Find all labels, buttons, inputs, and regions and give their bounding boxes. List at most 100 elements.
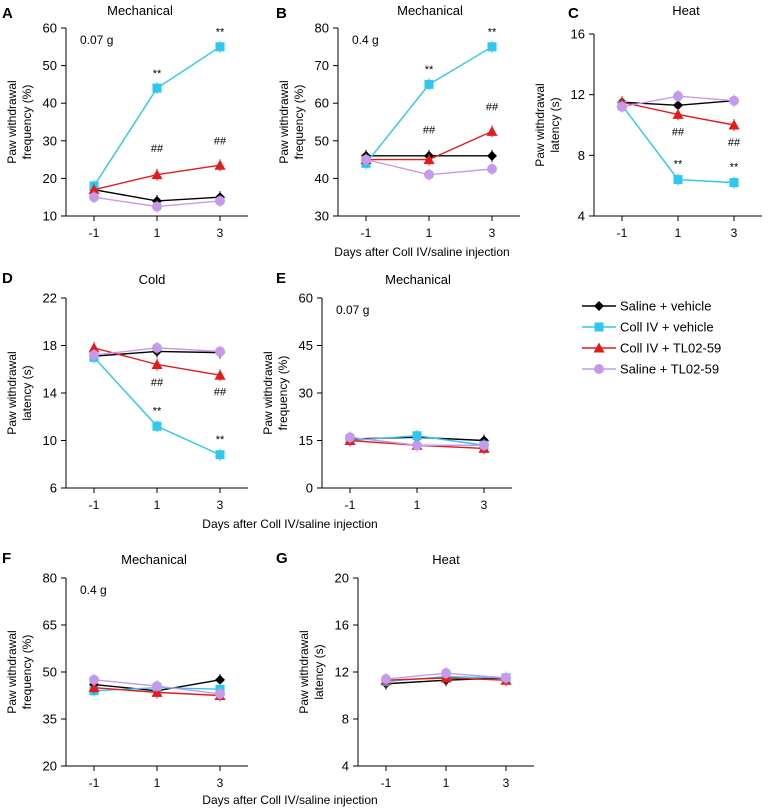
inset-label: 0.07 g xyxy=(336,303,369,317)
y-tick-label: 15 xyxy=(299,433,313,448)
data-point xyxy=(88,342,100,353)
y-axis-label: Paw withdrawalfrequency (%) xyxy=(5,630,34,713)
inset-label: 0.4 g xyxy=(352,33,379,47)
y-tick-label: 16 xyxy=(335,618,349,633)
data-point xyxy=(729,95,739,106)
series-circle xyxy=(345,431,489,452)
panel-letter: F xyxy=(2,550,11,567)
data-point xyxy=(487,150,497,161)
y-tick-label: 65 xyxy=(43,618,57,633)
data-point xyxy=(501,672,511,683)
y-tick-label: 10 xyxy=(43,433,57,448)
x-axis-label-mid: Days after Coll IV/saline injection xyxy=(202,517,377,531)
legend-item: Saline + TL02-59 xyxy=(582,362,719,377)
y-tick-label: 20 xyxy=(43,759,57,774)
legend-label: Coll IV + TL02-59 xyxy=(620,341,721,356)
y-tick-label: 20 xyxy=(335,571,349,586)
x-tick-label: 1 xyxy=(675,226,682,240)
y-tick-label: 18 xyxy=(43,338,57,353)
significance-mark: ## xyxy=(151,143,164,155)
x-tick-label: 3 xyxy=(217,226,224,240)
legend-marker xyxy=(594,364,604,374)
significance-mark: ## xyxy=(423,124,436,136)
significance-mark: ## xyxy=(486,102,499,114)
y-axis-label: Paw withdrawalfrequency (%) xyxy=(261,351,290,434)
panel-title: Mechanical xyxy=(107,3,173,18)
x-tick-label: 1 xyxy=(426,226,433,240)
data-point xyxy=(152,83,162,93)
data-point xyxy=(673,91,683,102)
x-tick-label: -1 xyxy=(345,498,356,512)
x-tick-label: -1 xyxy=(89,226,100,240)
y-axis-label: Paw withdrawallatency (s) xyxy=(533,83,562,166)
panel-b: B Mechanical 30 40 50 60 70 80 -1 1 3 Paw withdrawa… xyxy=(276,3,520,240)
panel-letter: G xyxy=(276,550,288,567)
data-point xyxy=(424,169,434,180)
data-point xyxy=(215,42,225,52)
data-point xyxy=(215,346,225,357)
significance-mark: ## xyxy=(672,127,685,139)
x-axis-label-bottom: Days after Coll IV/saline injection xyxy=(202,793,377,807)
data-point xyxy=(215,195,225,206)
legend-label: Coll IV + vehicle xyxy=(620,320,714,335)
y-tick-label: 35 xyxy=(43,712,57,727)
data-point xyxy=(381,674,391,685)
y-tick-label: 40 xyxy=(315,171,329,186)
y-tick-label: 70 xyxy=(315,58,329,73)
panel-g: G Heat 4 8 12 16 20 -1 1 3 Paw withdrawallatency (… xyxy=(276,550,534,790)
data-point xyxy=(729,178,739,188)
inset-label: 0.4 g xyxy=(80,583,107,597)
series-circle xyxy=(89,191,225,213)
y-tick-label: 22 xyxy=(43,291,57,306)
panel-f: F Mechanical 20 35 50 65 80 -1 1 3 Paw withdrawalf… xyxy=(2,550,248,790)
series-circle xyxy=(617,90,739,113)
y-axis-label: Paw withdrawallatency (s) xyxy=(297,630,326,713)
data-point xyxy=(152,681,162,692)
panel-letter: E xyxy=(276,270,286,287)
y-tick-label: 80 xyxy=(315,21,329,36)
data-point xyxy=(424,79,434,89)
x-tick-label: 3 xyxy=(481,498,488,512)
y-tick-label: 30 xyxy=(43,133,57,148)
x-tick-label: 3 xyxy=(489,226,496,240)
x-tick-label: 3 xyxy=(217,776,224,790)
significance-mark: ** xyxy=(425,64,434,76)
y-axis-label: Paw withdrawalfrequency (%) xyxy=(277,80,306,163)
y-axis-label: Paw withdrawallatency (s) xyxy=(5,351,34,434)
y-tick-label: 20 xyxy=(43,171,57,186)
data-point xyxy=(89,192,99,203)
legend-marker xyxy=(593,342,605,353)
data-point xyxy=(151,169,163,180)
data-point xyxy=(151,359,163,369)
panel-letter: A xyxy=(2,5,13,22)
x-tick-label: 1 xyxy=(154,776,161,790)
y-tick-label: 8 xyxy=(342,712,349,727)
legend-marker xyxy=(594,301,604,311)
data-point xyxy=(673,175,683,185)
y-tick-label: 30 xyxy=(315,209,329,224)
series-circle xyxy=(361,153,497,181)
y-tick-label: 50 xyxy=(43,58,57,73)
data-point xyxy=(88,184,100,195)
y-tick-label: 16 xyxy=(571,27,585,42)
data-point xyxy=(152,342,162,353)
inset-label: 0.07 g xyxy=(80,33,113,47)
series-triangle xyxy=(88,159,226,196)
y-tick-label: 60 xyxy=(43,21,57,36)
y-tick-label: 0 xyxy=(306,481,313,496)
y-tick-label: 6 xyxy=(50,481,57,496)
data-point xyxy=(214,159,226,170)
panel-e: E Mechanical 0 15 30 45 60 -1 1 3 Paw withdrawalfr… xyxy=(261,270,512,512)
y-tick-label: 50 xyxy=(43,665,57,680)
panel-title: Heat xyxy=(672,3,700,18)
legend-item: Coll IV + TL02-59 xyxy=(582,341,721,356)
x-tick-label: -1 xyxy=(89,776,100,790)
panel-letter: B xyxy=(276,5,287,22)
legend-item: Coll IV + vehicle xyxy=(582,320,714,335)
data-point xyxy=(88,682,100,693)
panel-letter: D xyxy=(2,270,13,287)
x-tick-label: -1 xyxy=(361,226,372,240)
significance-mark: ## xyxy=(728,137,741,149)
x-tick-label: 3 xyxy=(503,776,510,790)
y-tick-label: 4 xyxy=(342,759,349,774)
